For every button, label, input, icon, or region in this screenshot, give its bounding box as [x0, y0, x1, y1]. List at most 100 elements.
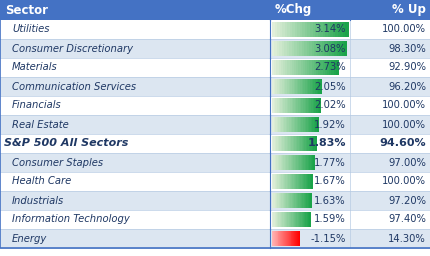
Bar: [283, 231, 285, 246]
Bar: [276, 231, 277, 246]
Bar: [304, 212, 307, 227]
Bar: [331, 60, 333, 75]
Bar: [293, 212, 295, 227]
Bar: [300, 193, 302, 208]
Bar: [301, 155, 303, 170]
Bar: [299, 117, 301, 132]
Bar: [282, 22, 285, 37]
Bar: [291, 98, 293, 113]
Bar: [275, 98, 277, 113]
Bar: [294, 98, 296, 113]
Bar: [298, 174, 300, 189]
Bar: [286, 212, 287, 227]
Bar: [277, 117, 280, 132]
Bar: [304, 79, 307, 94]
Bar: [307, 98, 309, 113]
Bar: [289, 60, 292, 75]
Bar: [284, 98, 286, 113]
Bar: [275, 174, 277, 189]
Bar: [301, 41, 304, 56]
Bar: [278, 231, 279, 246]
Bar: [281, 41, 284, 56]
Bar: [308, 193, 310, 208]
Bar: [281, 79, 283, 94]
Bar: [297, 174, 299, 189]
Text: -1.15%: -1.15%: [310, 233, 345, 243]
Bar: [298, 193, 299, 208]
Bar: [291, 41, 294, 56]
Bar: [282, 117, 284, 132]
Bar: [316, 41, 319, 56]
Bar: [276, 41, 280, 56]
Bar: [271, 212, 273, 227]
Bar: [342, 22, 345, 37]
Text: 96.20%: 96.20%: [387, 81, 425, 91]
Bar: [274, 136, 276, 151]
Bar: [286, 136, 288, 151]
Bar: [284, 22, 287, 37]
Bar: [304, 98, 306, 113]
Bar: [271, 41, 274, 56]
Bar: [278, 60, 281, 75]
Bar: [310, 155, 312, 170]
Bar: [283, 155, 285, 170]
Bar: [273, 79, 275, 94]
Bar: [273, 155, 275, 170]
Bar: [287, 231, 289, 246]
Bar: [302, 60, 305, 75]
Bar: [271, 174, 273, 189]
Bar: [313, 60, 316, 75]
Bar: [282, 193, 284, 208]
Bar: [279, 117, 281, 132]
Text: Materials: Materials: [12, 62, 58, 72]
Bar: [283, 60, 285, 75]
Bar: [296, 79, 298, 94]
Bar: [309, 60, 311, 75]
Text: Sector: Sector: [5, 4, 48, 16]
Text: 3.08%: 3.08%: [314, 44, 345, 54]
Text: 94.60%: 94.60%: [378, 138, 425, 148]
Bar: [273, 212, 274, 227]
Bar: [286, 155, 288, 170]
Bar: [293, 117, 295, 132]
Bar: [289, 22, 292, 37]
Bar: [295, 193, 297, 208]
Text: Real Estate: Real Estate: [12, 120, 69, 130]
Bar: [306, 41, 309, 56]
Bar: [311, 136, 313, 151]
Bar: [295, 231, 297, 246]
Text: 100.00%: 100.00%: [381, 120, 425, 130]
Bar: [341, 41, 344, 56]
Bar: [296, 98, 298, 113]
Bar: [295, 79, 297, 94]
Bar: [338, 41, 341, 56]
Bar: [274, 193, 276, 208]
Bar: [277, 136, 279, 151]
Bar: [0, 172, 430, 191]
Bar: [274, 22, 277, 37]
Text: 2.02%: 2.02%: [313, 101, 345, 111]
Bar: [299, 22, 302, 37]
Bar: [286, 22, 289, 37]
Bar: [271, 193, 273, 208]
Bar: [289, 117, 290, 132]
Text: Communication Services: Communication Services: [12, 81, 136, 91]
Bar: [286, 231, 288, 246]
Bar: [280, 193, 283, 208]
Bar: [271, 98, 273, 113]
Bar: [312, 22, 315, 37]
Text: % Up: % Up: [391, 4, 425, 16]
Bar: [321, 41, 324, 56]
Bar: [303, 193, 305, 208]
Bar: [326, 41, 329, 56]
Bar: [0, 96, 430, 115]
Bar: [308, 212, 310, 227]
Bar: [296, 117, 298, 132]
Bar: [312, 117, 313, 132]
Bar: [281, 117, 283, 132]
Bar: [287, 155, 289, 170]
Bar: [0, 210, 430, 229]
Text: 1.67%: 1.67%: [313, 176, 345, 187]
Bar: [280, 212, 282, 227]
Bar: [280, 60, 283, 75]
